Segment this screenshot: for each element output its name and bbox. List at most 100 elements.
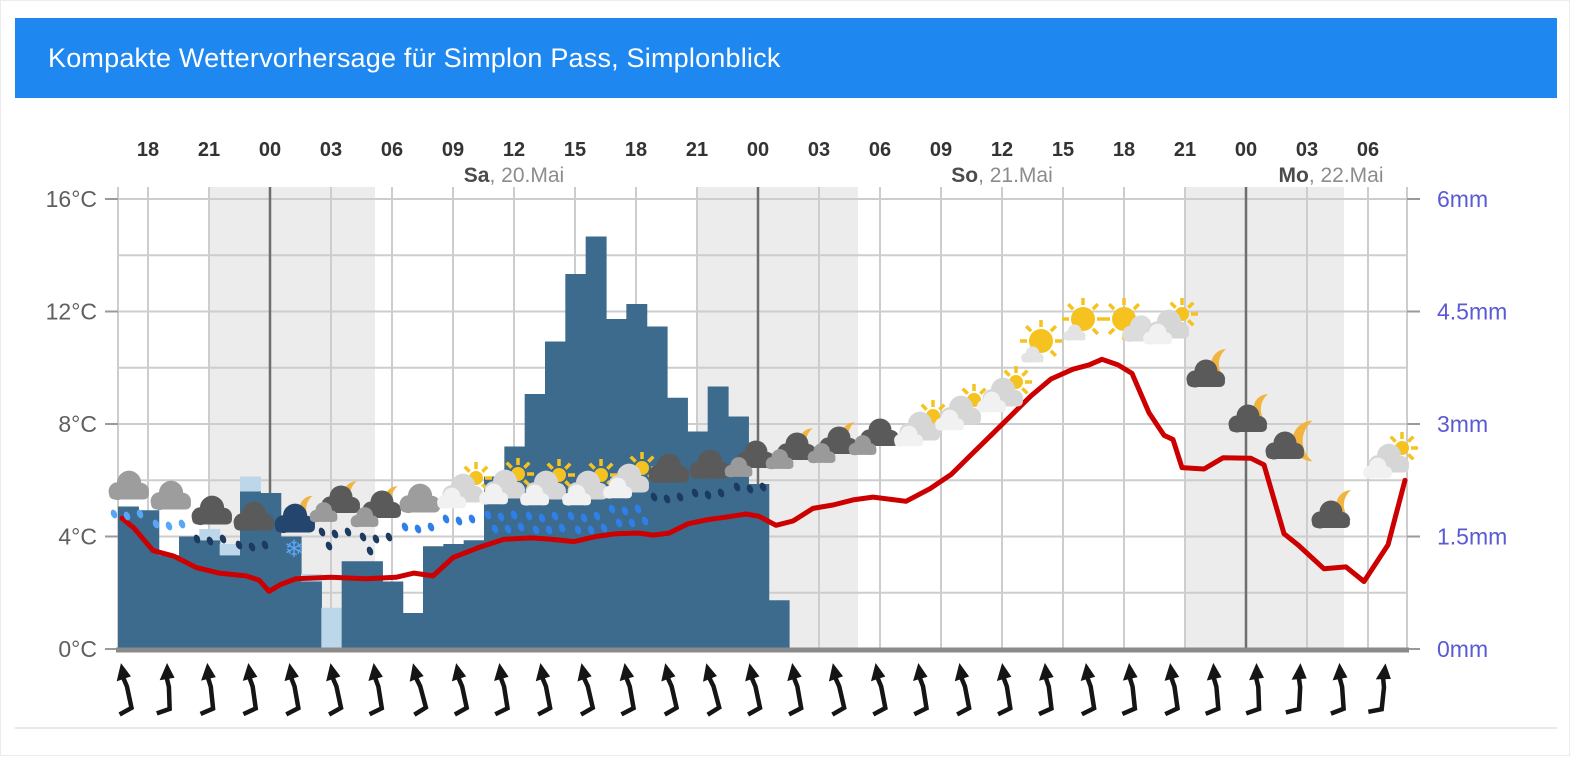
weather-icon-suncloud <box>894 400 949 447</box>
wind-arrow-shaft <box>913 676 929 717</box>
weather-icon-cloud <box>108 470 149 521</box>
page-title: Kompakte Wettervorhersage für Simplon Pa… <box>48 42 781 73</box>
rain-drop <box>401 522 409 532</box>
rain-drop <box>219 534 227 544</box>
wind-arrow-head <box>1206 662 1222 681</box>
weather-icon-suncloud <box>437 462 492 526</box>
precip-axis-label: 0mm <box>1437 636 1488 662</box>
rect <box>894 438 923 447</box>
cloud-shape <box>309 502 338 523</box>
wind-arrow <box>1285 663 1307 715</box>
rect <box>725 469 753 477</box>
cloud-shape <box>479 483 508 505</box>
cloud-shape <box>191 495 232 526</box>
wind-arrow-head <box>242 662 258 681</box>
day-label: So, 21.Mai <box>951 164 1053 187</box>
cloud-shape <box>1143 323 1172 345</box>
rain-drop <box>385 532 393 542</box>
rain-drop <box>621 506 629 516</box>
sun-ray <box>1187 301 1195 309</box>
temp-axis-label: 16°C <box>46 186 97 212</box>
snow-bar <box>199 529 221 541</box>
rain-drop <box>600 523 608 533</box>
rain-drop <box>608 504 616 514</box>
rain-drop <box>206 536 214 546</box>
cloud-shape <box>108 470 149 501</box>
sun-ray <box>505 461 513 469</box>
cloud-shape <box>362 490 401 519</box>
wind-arrow-head <box>201 662 216 681</box>
precipitation-bars <box>118 236 790 649</box>
sun-ray <box>463 465 471 473</box>
cloud-shape <box>437 487 466 509</box>
time-label: 18 <box>1113 139 1135 161</box>
wind-arrow-shaft <box>242 676 259 717</box>
wind-arrow-shaft <box>368 676 385 717</box>
cloud-shape <box>233 501 274 532</box>
rain-drop <box>414 524 422 534</box>
rain-drop <box>468 514 476 524</box>
precip-bar <box>362 561 383 649</box>
rain-drop <box>676 492 684 502</box>
rain-drop <box>759 482 767 492</box>
weather-icons: ❄ <box>108 298 1418 563</box>
wind-arrow-shaft <box>1038 676 1054 717</box>
cloud-shape <box>520 484 549 506</box>
weather-icon-cloud <box>233 501 274 552</box>
precip-bar <box>158 555 180 649</box>
wind-arrow-shaft <box>328 676 344 717</box>
wind-arrow-head <box>745 663 760 682</box>
wind-arrow-shaft <box>1285 676 1303 715</box>
weather-icon-suncloud <box>1363 432 1418 479</box>
sun-ray <box>1187 319 1195 327</box>
rect <box>1187 377 1225 387</box>
sun-ray <box>606 462 614 470</box>
rain-drop <box>641 516 649 526</box>
wind-arrow <box>1367 663 1391 715</box>
wind-arrow-shaft <box>156 676 172 716</box>
time-label: 12 <box>503 139 525 161</box>
rain-drop <box>123 511 131 521</box>
rain-drop <box>193 534 201 544</box>
sun-ray <box>1169 301 1177 309</box>
wind-arrow-shaft <box>997 676 1013 717</box>
wind-arrow-head <box>619 663 635 682</box>
weather-icon-cloud2 <box>807 422 858 464</box>
precip-bar <box>687 431 709 649</box>
precip-bar <box>280 536 302 649</box>
rect <box>400 502 440 513</box>
day-label: Sa, 20.Mai <box>464 164 564 187</box>
precip-bar <box>748 484 770 649</box>
cloud-shape <box>1063 324 1086 341</box>
precip-bar <box>301 581 322 649</box>
sun-ray <box>523 479 531 487</box>
sun-ray <box>1107 302 1116 311</box>
wind-arrow <box>1330 662 1348 716</box>
cloud-shape <box>350 507 379 528</box>
sun-ray <box>1132 302 1141 311</box>
wind-arrow-head <box>870 663 886 682</box>
sun-ray <box>546 462 554 470</box>
wind-arrow-head <box>284 663 299 682</box>
wind-arrow <box>913 662 929 717</box>
weather-icon-suncloud <box>603 452 658 528</box>
rain-drop <box>567 511 575 521</box>
wind-arrow-shaft <box>788 676 804 717</box>
wind-arrow <box>870 663 888 717</box>
weather-icon-suncloud <box>562 459 617 535</box>
cloud-shape <box>1228 404 1267 433</box>
sun-ray <box>979 387 987 395</box>
rain-drop <box>650 492 658 502</box>
temp-axis-label: 12°C <box>46 299 97 325</box>
precip-bar <box>219 555 241 649</box>
weather-icon-sun <box>1062 298 1104 341</box>
snowflake: ❄ <box>284 536 304 563</box>
rain-drop <box>663 494 671 504</box>
rain-drop <box>325 541 333 551</box>
precip-bar <box>585 236 607 649</box>
rain-drop <box>558 523 566 533</box>
wind-arrow <box>661 663 680 717</box>
wind-arrow <box>828 663 847 717</box>
time-label: 15 <box>1052 139 1074 161</box>
rect <box>275 522 315 533</box>
